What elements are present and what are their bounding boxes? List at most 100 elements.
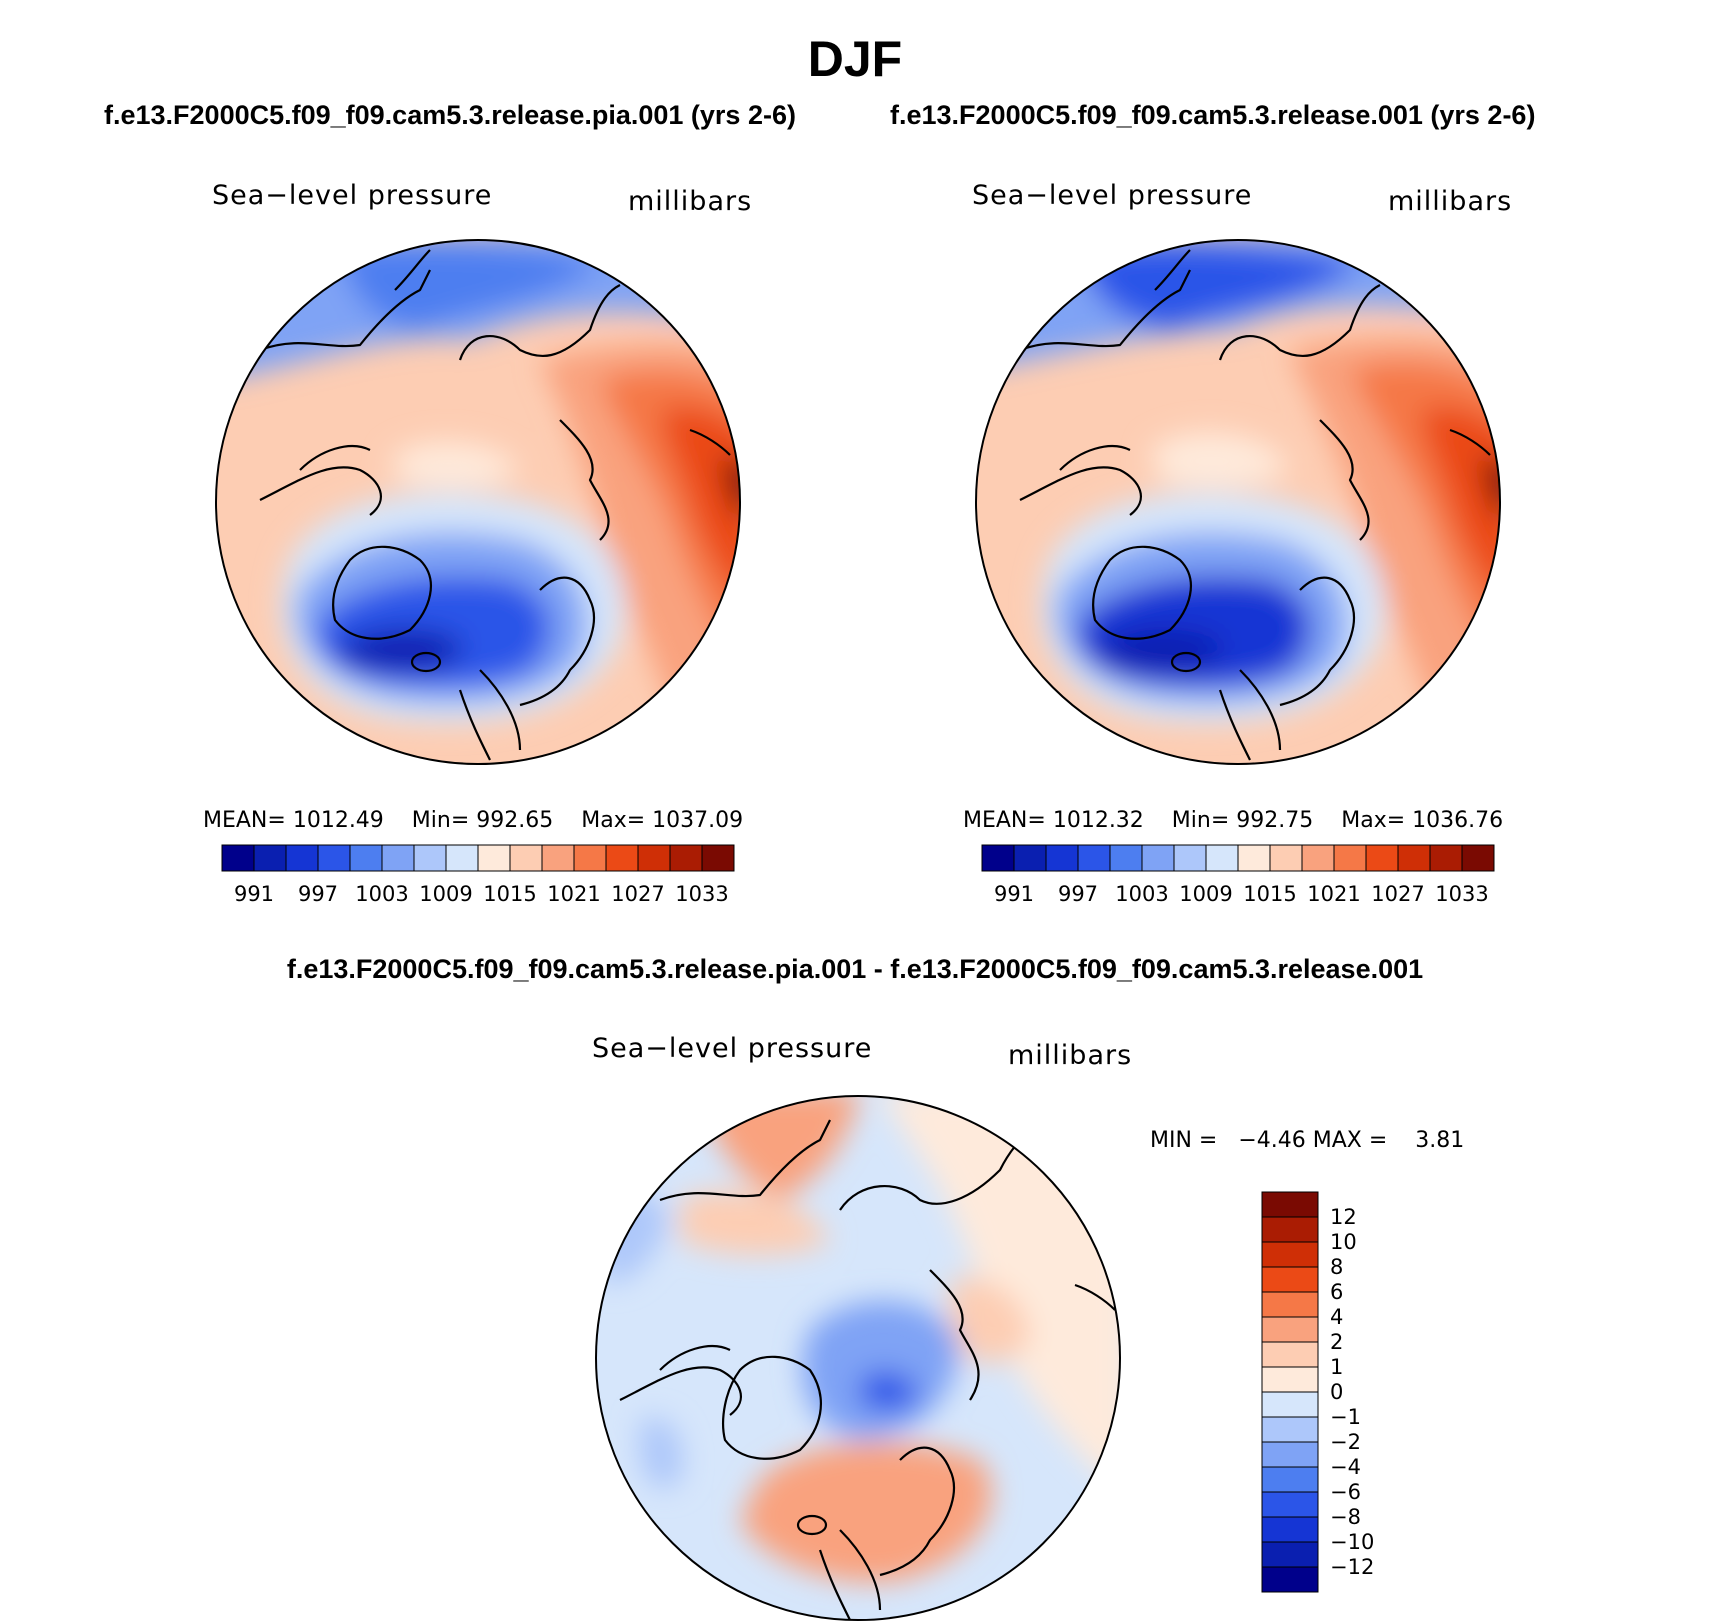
- panel2-colorbar-swatch: [981, 844, 1015, 872]
- panel2-coast-siberia: [1319, 419, 1370, 541]
- panel1-colorbar-swatch: [669, 844, 703, 872]
- panel2-coast-greenland: [1092, 545, 1192, 640]
- diff-colorbar-swatch: [1261, 1241, 1319, 1268]
- panel1-coast-iceland: [410, 651, 442, 673]
- panel2-colorbar-swatch: [1461, 844, 1495, 872]
- panel2-colorbar-swatch: [1013, 844, 1047, 872]
- diff-colorbar-swatch: [1261, 1366, 1319, 1393]
- panel1-coast-siberia: [559, 419, 610, 541]
- panel2-coast-canada: [1019, 445, 1142, 516]
- diff-coast-alaska: [659, 1119, 831, 1202]
- diff-coast-scandinavia: [879, 1446, 955, 1577]
- panel1-low-iceland: [338, 629, 462, 672]
- diff-colorbar-swatch: [1261, 1441, 1319, 1468]
- panel2-colorbar-swatch: [1429, 844, 1463, 872]
- panel2-colorbar-swatch: [1397, 844, 1431, 872]
- diff-colorbar-tick-label: 10: [1330, 1230, 1357, 1254]
- diff-colorbar-swatch: [1261, 1391, 1319, 1418]
- diff-coast-greenland: [722, 1355, 822, 1460]
- diff-colorbar-tick-label: 12: [1330, 1205, 1357, 1229]
- panel1-coast-east-siberia: [458, 284, 621, 361]
- panel1-coast-greenland: [332, 545, 432, 640]
- panel2-coast-east-siberia: [1218, 284, 1381, 361]
- panel1-colorbar: 991 997 1003 1009 1015 1021 1027 1033: [221, 844, 735, 906]
- panel1-colorbar-swatch: [541, 844, 575, 872]
- panel1-colorbar-swatch: [413, 844, 447, 872]
- panel2-colorbar-swatch: [1269, 844, 1303, 872]
- panel1-colorbar-tick-label: 1033: [675, 882, 728, 906]
- panel1-coast-europe: [458, 669, 522, 761]
- panel1-coast-canada: [259, 445, 382, 516]
- diff-colorbar-swatch: [1261, 1541, 1319, 1568]
- panel1-colorbar-tick-label: 1027: [611, 882, 664, 906]
- panel2-colorbar-tick-label: 1009: [1179, 882, 1232, 906]
- diff-colorbar-tick-label: −1: [1330, 1405, 1361, 1429]
- panel2-coast-iceland: [1170, 651, 1202, 673]
- panel2-colorbar-swatch: [1045, 844, 1079, 872]
- diff-neg-arctic: [802, 1301, 960, 1440]
- panel2-mean: 1012.32: [1052, 808, 1144, 833]
- panel2-colorbar-swatch: [1077, 844, 1111, 872]
- panel2-neutral-arctic: [1150, 432, 1290, 487]
- diff-coast-siberia: [929, 1269, 980, 1401]
- diff-case-title: f.e13.F2000C5.f09_f09.cam5.3.release.pia…: [286, 954, 1424, 984]
- panel2-map-border: [975, 239, 1501, 765]
- panel1-colorbar-tick-label: 1003: [355, 882, 408, 906]
- diff-colorbar-tick-label: −10: [1330, 1530, 1374, 1554]
- panel2-coast-alaska: [1019, 249, 1191, 352]
- panel2-colorbar-swatch: [1333, 844, 1367, 872]
- panel2-variable-label: Sea−level pressure: [972, 180, 1253, 211]
- diff-map: [595, 1095, 1121, 1621]
- panel2-colorbar: 991 997 1003 1009 1015 1021 1027 1033: [981, 844, 1495, 906]
- diff-pos-europe: [740, 1442, 992, 1582]
- diff-max: 3.81: [1415, 1128, 1465, 1153]
- diff-colorbar-swatch: [1261, 1316, 1319, 1343]
- panel2-colorbar-tick-label: 1033: [1435, 882, 1488, 906]
- panel1-colorbar-swatch: [637, 844, 671, 872]
- panel2-colorbar-swatch: [1301, 844, 1335, 872]
- diff-neg-arctic-core: [860, 1371, 920, 1411]
- panel2-colorbar-swatch: [1141, 844, 1175, 872]
- panel2-case-title: f.e13.F2000C5.f09_f09.cam5.3.release.001…: [890, 100, 1536, 130]
- diff-colorbar-tick-label: 6: [1330, 1280, 1343, 1304]
- diff-colorbar-tick-label: 0: [1330, 1380, 1343, 1404]
- diff-colorbar-swatch: [1261, 1191, 1319, 1218]
- panel2-coast-baikal: [1449, 428, 1491, 456]
- panel2-colorbar-swatch: [1205, 844, 1239, 872]
- panel2-min: 992.75: [1236, 808, 1314, 833]
- panel1-colorbar-tick-label: 997: [298, 882, 338, 906]
- panel2-colorbar-tick-label: 991: [994, 882, 1034, 906]
- panel1-colorbar-swatch: [445, 844, 479, 872]
- diff-map-border: [595, 1095, 1121, 1621]
- panel2-high-siberia-max: [1480, 460, 1500, 520]
- panel2-colorbar-swatch: [1109, 844, 1143, 872]
- panel1-stats: MEAN= 1012.49 Min= 992.65 Max= 1037.09: [203, 808, 744, 833]
- panel2-units-label: millibars: [1388, 186, 1513, 217]
- panel2-coast-europe: [1218, 669, 1282, 761]
- diff-colorbar-swatch: [1261, 1516, 1319, 1543]
- panel2-stats: MEAN= 1012.32 Min= 992.75 Max= 1036.76: [963, 808, 1504, 833]
- diff-colorbar-swatch: [1261, 1341, 1319, 1368]
- panel1-colorbar-swatch: [285, 844, 319, 872]
- diff-colorbar-swatch: [1261, 1291, 1319, 1318]
- panel2-coast-scandinavia: [1279, 576, 1355, 707]
- diff-colorbar-tick-label: −12: [1330, 1555, 1374, 1579]
- panel1-colorbar-swatch: [317, 844, 351, 872]
- diff-coast-canada: [619, 1345, 742, 1416]
- diff-colorbar-swatch: [1261, 1491, 1319, 1518]
- panel1-map-border: [215, 239, 741, 765]
- panel2-colorbar-tick-label: 997: [1058, 882, 1098, 906]
- panel1-colorbar-tick-label: 1009: [419, 882, 472, 906]
- panel1-coast-alaska: [259, 249, 431, 352]
- panel2-colorbar-swatch: [1237, 844, 1271, 872]
- panel1-colorbar-swatch: [605, 844, 639, 872]
- panel1-mean: 1012.49: [292, 808, 384, 833]
- panel1-neutral-arctic: [390, 441, 520, 487]
- panel1-colorbar-swatch: [573, 844, 607, 872]
- figure-title: DJF: [807, 31, 903, 87]
- diff-coast-east-siberia: [839, 1129, 1031, 1211]
- diff-coast-europe: [818, 1529, 882, 1620]
- diff-pos-alaska: [680, 1190, 830, 1255]
- panel1-units-label: millibars: [628, 186, 753, 217]
